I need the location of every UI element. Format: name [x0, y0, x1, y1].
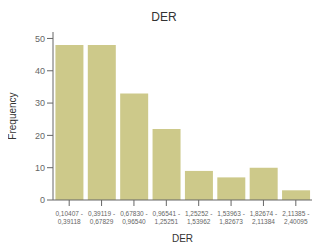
svg-text:20: 20	[35, 131, 45, 141]
svg-text:30: 30	[35, 98, 45, 108]
svg-text:40: 40	[35, 66, 45, 76]
svg-text:10: 10	[35, 163, 45, 173]
svg-text:2,11385 -2,40095: 2,11385 -2,40095	[282, 210, 309, 225]
svg-text:0,10407 -0,39118: 0,10407 -0,39118	[55, 210, 82, 225]
svg-text:0,96541 -1,25251: 0,96541 -1,25251	[153, 210, 180, 225]
svg-text:0,67830 -0,96540: 0,67830 -0,96540	[120, 210, 147, 225]
html-text:DER: DER	[151, 10, 177, 24]
svg-text:0: 0	[40, 195, 45, 205]
svg-text:1,53963 -1,82673: 1,53963 -1,82673	[217, 210, 244, 225]
svg-text:1,25252 -1,53962: 1,25252 -1,53962	[185, 210, 212, 225]
svg-text:Frequency: Frequency	[8, 92, 18, 139]
svg-text:50: 50	[35, 34, 45, 44]
svg-text:DER: DER	[172, 233, 193, 242]
svg-text:1,82674 -2,11384: 1,82674 -2,11384	[250, 210, 277, 225]
svg-text:0,39119 -0,67829: 0,39119 -0,67829	[88, 210, 115, 225]
